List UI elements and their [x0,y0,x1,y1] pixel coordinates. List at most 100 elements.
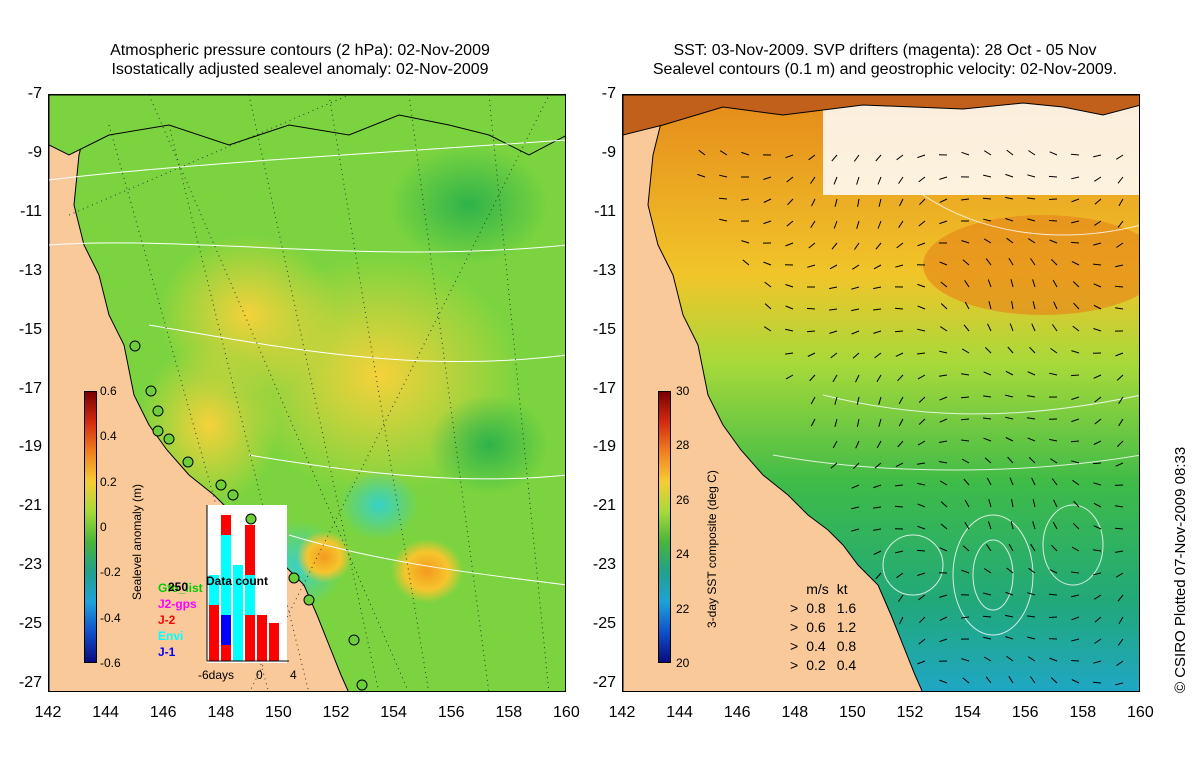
velocity-arrow [1117,594,1124,602]
velocity-arrow [939,198,948,203]
velocity-arrow [1009,323,1014,332]
australia-land [623,95,923,691]
velocity-arrow [834,396,838,405]
velocity-arrow [1049,239,1058,244]
velocity-arrow [961,151,970,156]
geostrophic-velocity-arrows [697,149,1124,686]
colorbar-tick-label: 28 [676,438,690,453]
velocity-arrow [873,550,882,555]
latitude-label: -7 [601,85,616,102]
velocity-arrow [698,149,706,156]
velocity-arrow [897,594,904,602]
velocity-arrow [1048,198,1058,200]
velocity-arrow [983,437,992,442]
latitude-label: -21 [592,497,616,515]
count-bar [221,615,231,645]
velocity-arrow [940,501,948,508]
velocity-arrow [1093,154,1102,158]
velocity-arrow [939,679,948,684]
velocity-arrow [833,220,838,229]
velocity-arrow [764,281,772,288]
velocity-arrow [961,198,970,201]
colorbar-tick-label: 0.2 [100,474,117,489]
velocity-arrow [940,523,948,530]
velocity-arrow [877,220,882,229]
velocity-arrow [1027,656,1036,662]
velocity-arrow [1050,677,1058,684]
velocity-arrow [855,440,860,449]
velocity-arrow [1093,304,1102,310]
velocity-arrow [961,373,970,376]
anomaly-blob [389,145,549,265]
velocity-arrow [1071,260,1080,266]
velocity-arrow [1072,523,1080,530]
data-count-xlabel-0: -6days [198,668,235,682]
longitude-label: 154 [380,704,407,721]
velocity-arrow [1072,479,1080,486]
velocity-arrow [1093,374,1102,379]
vel-key-kt: 1.6 [836,600,857,616]
velocity-arrow [856,176,860,185]
count-bar [221,535,231,615]
velocity-arrow [1049,438,1058,442]
velocity-arrow [856,396,860,405]
velocity-arrow [895,484,904,487]
velocity-arrow [851,528,860,532]
latitude-label: -17 [18,379,42,397]
data-count-histogram [206,505,289,663]
velocity-arrow [939,594,948,598]
longitude-label: 160 [553,704,580,721]
anomaly-blob [339,470,419,540]
velocity-arrow [763,220,772,225]
vel-arrow-icon: > [790,600,799,616]
velocity-arrow [917,525,926,530]
colorbar-tick-label: -0.2 [100,565,121,580]
velocity-arrow [939,374,948,377]
velocity-arrow [1008,543,1014,552]
velocity-arrow [873,484,882,489]
latitude-label: -9 [601,143,616,161]
velocity-arrow [917,305,926,310]
velocity-arrow [896,154,904,161]
velocity-arrow [1093,502,1102,508]
vel-key-kt: 0.4 [836,657,857,673]
latitude-label: -23 [18,556,42,574]
velocity-arrow [1007,346,1014,354]
velocity-arrow [873,528,882,531]
velocity-arrow [960,396,970,399]
velocity-arrow [983,395,992,398]
velocity-arrow [1073,500,1080,508]
velocity-arrow [1005,196,1014,200]
velocity-arrow [986,477,992,486]
sealevel-map-graphic [49,95,565,691]
velocity-arrow [1050,458,1058,464]
velocity-arrow [939,220,948,225]
velocity-arrow [983,636,992,640]
velocity-arrow [963,478,970,486]
velocity-arrow [851,484,860,489]
velocity-arrow [829,264,838,270]
data-count-ymax: 250 [168,580,189,594]
velocity-arrow [985,676,992,684]
velocity-arrow [875,242,882,250]
left-title-line2: Isostatically adjusted sealevel anomaly:… [111,61,489,78]
count-bar [233,565,243,661]
velocity-arrow [1005,218,1014,222]
new-guinea-land [623,95,1139,136]
latitude-label: -27 [592,674,616,691]
colorbar-tick-label: 24 [676,547,690,562]
latitude-label: -15 [18,320,42,338]
latitude-label: -7 [27,85,42,102]
velocity-arrow [874,352,882,359]
velocity-key: m/s kt >0.8 1.6 >0.6 1.2 >0.4 0.8 >0.2 0.4 [786,580,860,675]
velocity-arrow [895,264,904,268]
velocity-arrow [1028,457,1036,464]
velocity-arrow [898,396,904,405]
velocity-arrow [1005,173,1014,178]
velocity-arrow [1048,616,1058,618]
colorbar-tick-label: 20 [676,656,690,670]
velocity-arrow [1116,440,1124,447]
velocity-arrow [1071,679,1080,684]
velocity-arrow [810,418,816,427]
velocity-arrow [1030,258,1036,266]
